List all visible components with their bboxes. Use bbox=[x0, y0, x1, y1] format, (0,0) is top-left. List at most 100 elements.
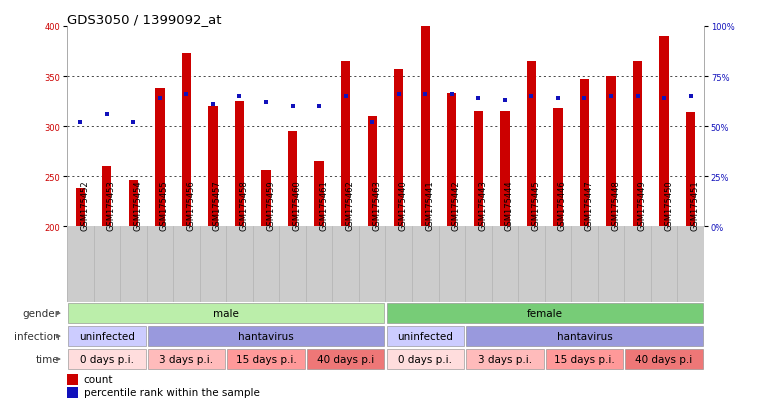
FancyBboxPatch shape bbox=[148, 326, 384, 347]
FancyBboxPatch shape bbox=[228, 349, 304, 369]
Point bbox=[154, 95, 166, 102]
Text: GSM175456: GSM175456 bbox=[186, 180, 196, 231]
FancyBboxPatch shape bbox=[68, 326, 145, 347]
Text: GSM175459: GSM175459 bbox=[266, 180, 275, 231]
Text: GDS3050 / 1399092_at: GDS3050 / 1399092_at bbox=[67, 13, 221, 26]
FancyBboxPatch shape bbox=[466, 326, 703, 347]
Bar bbox=[288, 132, 298, 227]
Text: GSM175455: GSM175455 bbox=[160, 180, 169, 231]
Bar bbox=[314, 162, 323, 227]
Bar bbox=[102, 167, 111, 227]
FancyBboxPatch shape bbox=[68, 349, 145, 369]
Point bbox=[473, 95, 485, 102]
Text: 0 days p.i.: 0 days p.i. bbox=[398, 354, 452, 364]
Point bbox=[286, 104, 298, 110]
Bar bbox=[67, 387, 78, 398]
Point bbox=[180, 92, 193, 98]
Bar bbox=[129, 181, 138, 227]
FancyBboxPatch shape bbox=[626, 349, 703, 369]
Text: GSM175442: GSM175442 bbox=[452, 180, 461, 231]
Point bbox=[552, 95, 564, 102]
Bar bbox=[341, 62, 350, 227]
Bar bbox=[633, 62, 642, 227]
Bar bbox=[421, 27, 430, 227]
Point bbox=[393, 92, 405, 98]
Text: GSM175458: GSM175458 bbox=[240, 180, 249, 231]
Point bbox=[658, 95, 670, 102]
Text: GSM175460: GSM175460 bbox=[292, 180, 301, 231]
Bar bbox=[607, 77, 616, 227]
Bar bbox=[155, 89, 164, 227]
Text: GSM175446: GSM175446 bbox=[558, 180, 567, 231]
Bar bbox=[67, 374, 78, 385]
Bar bbox=[686, 113, 696, 227]
Text: count: count bbox=[84, 374, 113, 384]
Bar bbox=[580, 80, 589, 227]
FancyBboxPatch shape bbox=[387, 304, 703, 323]
Text: GSM175461: GSM175461 bbox=[319, 180, 328, 231]
Text: GSM175450: GSM175450 bbox=[664, 180, 673, 231]
Bar bbox=[209, 107, 218, 227]
Text: GSM175443: GSM175443 bbox=[479, 180, 487, 231]
Text: 15 days p.i.: 15 days p.i. bbox=[554, 354, 615, 364]
Bar bbox=[368, 117, 377, 227]
FancyBboxPatch shape bbox=[387, 326, 464, 347]
Point bbox=[234, 94, 246, 100]
Text: GSM175453: GSM175453 bbox=[107, 180, 116, 231]
Point bbox=[127, 120, 139, 126]
Text: GSM175457: GSM175457 bbox=[213, 180, 222, 231]
Point bbox=[605, 94, 617, 100]
Text: hantavirus: hantavirus bbox=[556, 331, 613, 341]
Text: GSM175440: GSM175440 bbox=[399, 180, 408, 231]
Bar bbox=[473, 112, 483, 227]
Text: uninfected: uninfected bbox=[397, 331, 454, 341]
Point bbox=[685, 94, 697, 100]
Bar bbox=[394, 70, 403, 227]
Point bbox=[498, 97, 511, 104]
Point bbox=[339, 94, 352, 100]
Point bbox=[632, 94, 644, 100]
Bar bbox=[261, 171, 271, 227]
Bar bbox=[660, 37, 669, 227]
Text: GSM175447: GSM175447 bbox=[584, 180, 594, 231]
Bar bbox=[75, 189, 85, 227]
Text: GSM175441: GSM175441 bbox=[425, 180, 435, 231]
Text: hantavirus: hantavirus bbox=[238, 331, 294, 341]
Text: gender: gender bbox=[22, 309, 59, 318]
Point bbox=[100, 112, 113, 118]
Text: percentile rank within the sample: percentile rank within the sample bbox=[84, 387, 260, 397]
Bar bbox=[235, 102, 244, 227]
FancyBboxPatch shape bbox=[68, 304, 384, 323]
Point bbox=[260, 100, 272, 106]
Point bbox=[366, 120, 378, 126]
Bar bbox=[553, 109, 562, 227]
Point bbox=[446, 92, 458, 98]
Text: 40 days p.i: 40 days p.i bbox=[317, 354, 374, 364]
Bar bbox=[447, 94, 457, 227]
Text: 3 days p.i.: 3 days p.i. bbox=[478, 354, 532, 364]
Text: GSM175452: GSM175452 bbox=[80, 180, 89, 231]
FancyBboxPatch shape bbox=[148, 349, 225, 369]
FancyBboxPatch shape bbox=[466, 349, 543, 369]
Bar bbox=[182, 54, 191, 227]
Text: infection: infection bbox=[14, 331, 59, 341]
Text: 3 days p.i.: 3 days p.i. bbox=[159, 354, 213, 364]
Text: GSM175463: GSM175463 bbox=[372, 180, 381, 231]
FancyBboxPatch shape bbox=[546, 349, 623, 369]
Text: GSM175454: GSM175454 bbox=[133, 180, 142, 231]
Text: GSM175444: GSM175444 bbox=[505, 180, 514, 231]
Point bbox=[313, 104, 325, 110]
Point bbox=[207, 102, 219, 108]
Text: uninfected: uninfected bbox=[79, 331, 135, 341]
Text: 0 days p.i.: 0 days p.i. bbox=[80, 354, 134, 364]
Text: 15 days p.i.: 15 days p.i. bbox=[236, 354, 296, 364]
Text: time: time bbox=[36, 354, 59, 364]
Point bbox=[74, 120, 86, 126]
FancyBboxPatch shape bbox=[387, 349, 464, 369]
Bar bbox=[500, 112, 510, 227]
Point bbox=[525, 94, 537, 100]
Bar bbox=[527, 62, 536, 227]
Text: female: female bbox=[527, 309, 562, 318]
Text: male: male bbox=[213, 309, 239, 318]
Text: GSM175449: GSM175449 bbox=[638, 180, 647, 231]
